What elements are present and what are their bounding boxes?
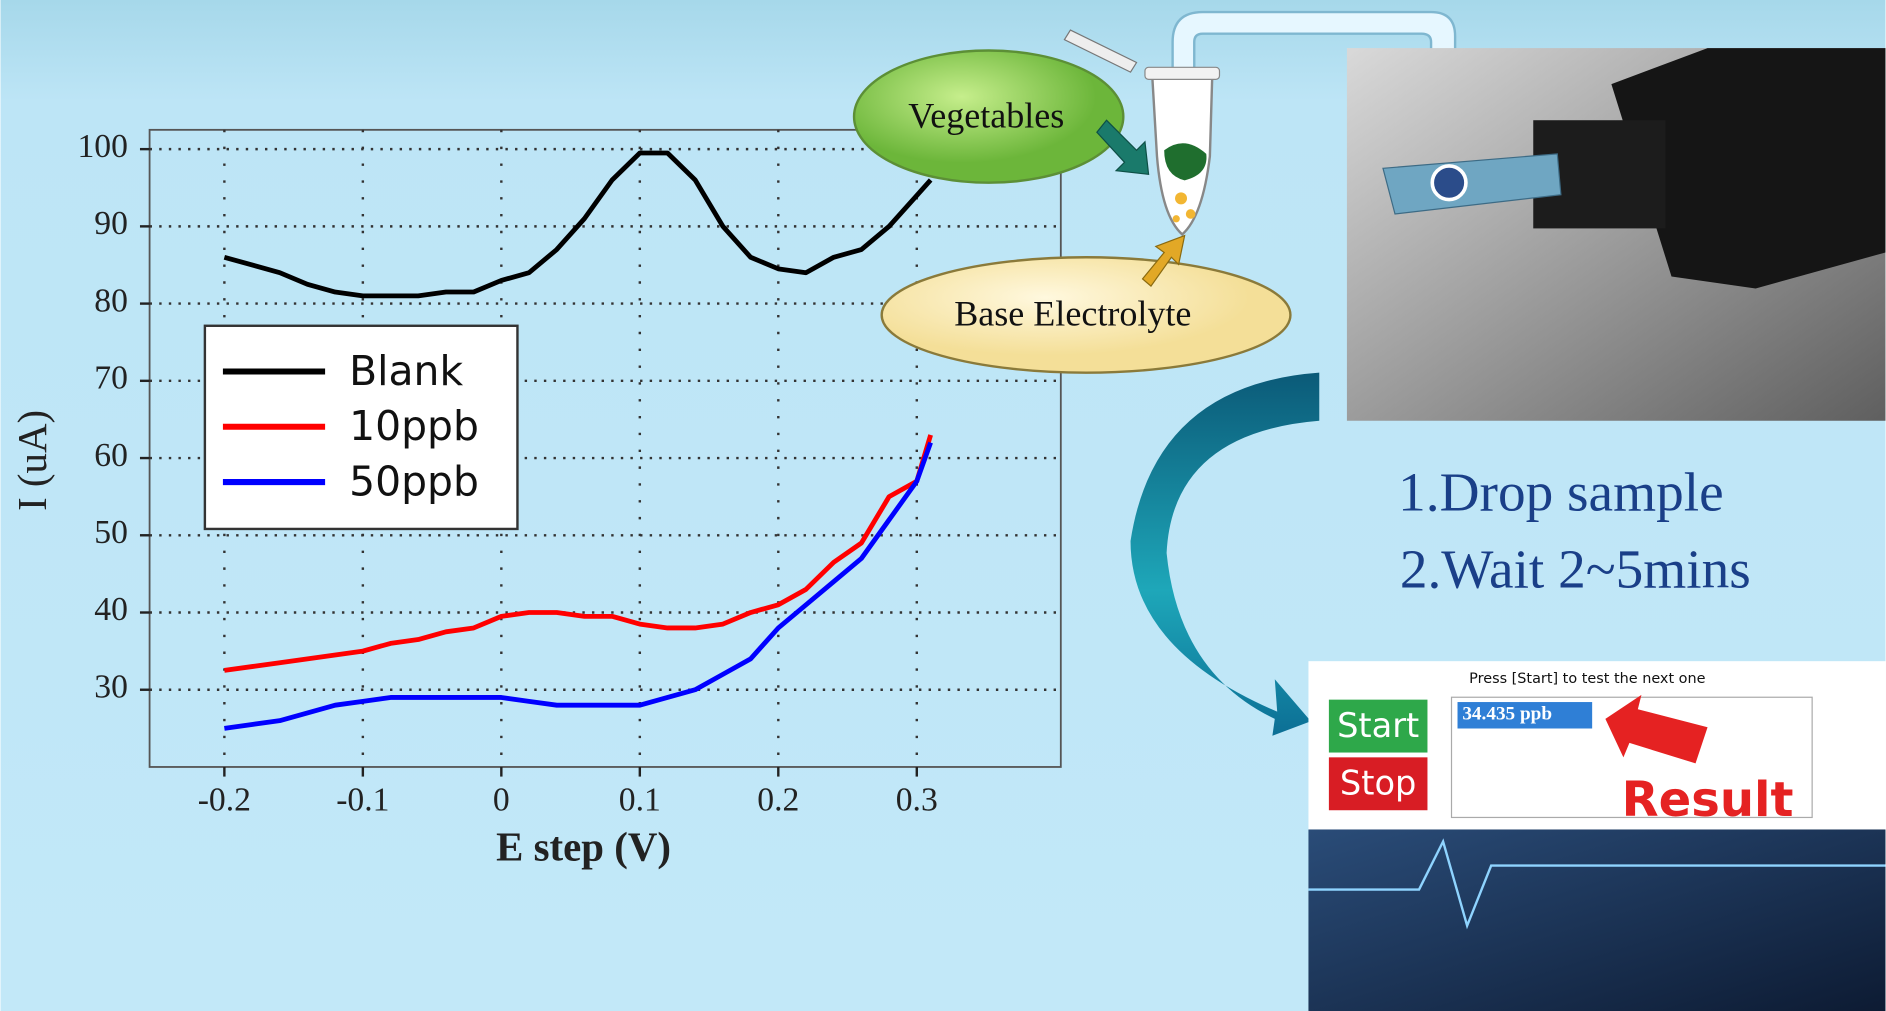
device <box>1611 48 1886 289</box>
y-tick-label: 70 <box>94 360 128 397</box>
y-axis-label: I (uA) <box>10 410 55 511</box>
curved-arrow <box>1130 372 1320 736</box>
reading: 34.435 ppb <box>1462 704 1552 725</box>
sensor-strip <box>1382 153 1562 215</box>
vegetables-bubble <box>852 49 1125 184</box>
y-tick-label: 30 <box>94 668 128 705</box>
arrow <box>1096 119 1150 175</box>
x-tick-label: -0.1 <box>336 782 389 819</box>
y-tick-label: 80 <box>94 282 128 319</box>
vegetable-piece <box>1164 143 1207 181</box>
stop-label: Stop <box>1340 763 1416 802</box>
x-tick-label: 0.2 <box>757 782 799 819</box>
y-tick-label: 100 <box>77 128 127 165</box>
tube-cap <box>1144 66 1221 80</box>
series-line <box>224 434 933 673</box>
pipette <box>1063 29 1138 73</box>
legend-label: 10ppb <box>349 402 479 450</box>
electrolyte-label: Base Electrolyte <box>954 294 1191 334</box>
y-tick-label: 60 <box>94 437 128 474</box>
series-line <box>224 441 933 731</box>
step-text: 1.Drop sample <box>1398 461 1723 522</box>
series-line <box>223 150 933 299</box>
pulse-line <box>1308 838 1886 930</box>
result-arrow <box>1605 694 1708 764</box>
plot-area <box>148 128 1062 768</box>
x-tick-label: 0.1 <box>619 782 661 819</box>
tech-image <box>1308 829 1886 1011</box>
step-text: 2.Wait 2~5mins <box>1400 538 1751 599</box>
legend-label: 50ppb <box>349 457 479 505</box>
start-button[interactable] <box>1328 699 1428 753</box>
x-tick-label: 0 <box>493 782 510 819</box>
reading-highlight <box>1457 702 1593 729</box>
drop <box>1175 192 1188 205</box>
result-label: Result <box>1622 772 1794 828</box>
drop <box>1185 209 1196 219</box>
chart: 30 40 50 60 70 80 90 100 -0.2 -0.1 0 0.1 0.2 0.3 E ste… <box>10 128 1062 869</box>
instruction: Press [Start] to test the next one <box>1469 671 1705 687</box>
vegetables-label: Vegetables <box>908 95 1064 135</box>
legend-label: Blank <box>349 347 463 395</box>
electrolyte-bubble <box>880 256 1292 374</box>
y-tick-label: 50 <box>94 514 128 551</box>
x-tick-label: -0.2 <box>198 782 251 819</box>
y-tick-label: 40 <box>94 591 128 628</box>
y-tick-label: 90 <box>94 205 128 242</box>
x-tick-label: 0.3 <box>896 782 938 819</box>
x-axis-label: E step (V) <box>496 824 671 869</box>
start-label: Start <box>1337 706 1419 745</box>
electrode <box>1430 164 1468 202</box>
arrow <box>1141 234 1186 287</box>
drop <box>1172 215 1180 223</box>
stop-button[interactable] <box>1328 757 1428 811</box>
